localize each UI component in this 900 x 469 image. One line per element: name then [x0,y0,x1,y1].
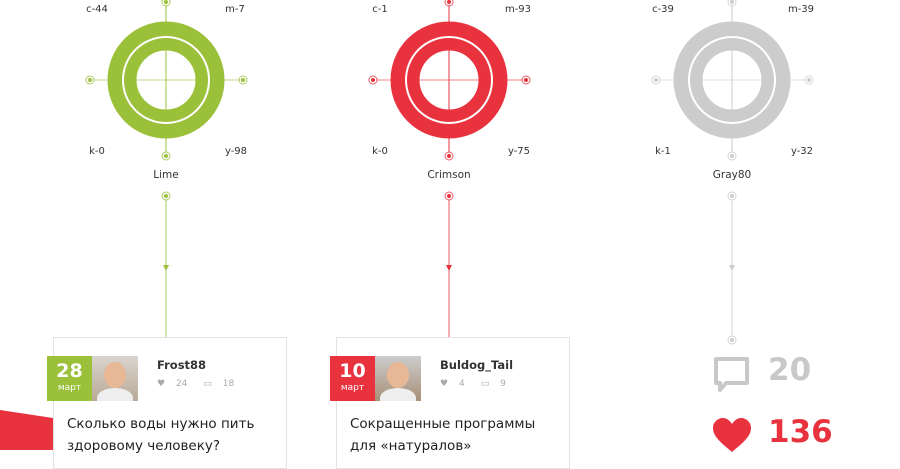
likes-stat: ♥ 4 [440,379,473,389]
cmyk-label-y: y-32 [790,146,814,157]
username[interactable]: Buldog_Tail [440,358,514,372]
node-dot [241,78,245,82]
cmyk-label-c: c-44 [86,4,108,15]
cmyk-label-m: m-93 [504,4,532,15]
post-card[interactable]: 28 март Frost88 ♥ 24 ▭ 18 Сколько воды ну… [47,337,287,469]
date-badge: 10 март [330,356,375,401]
cmyk-label-k: k-1 [655,146,671,157]
node-dot [164,194,168,198]
node-dot [447,194,451,198]
node-dot [807,78,811,82]
inner-ring-line [122,36,210,124]
total-comments: 20 [768,352,812,388]
date-month: март [340,383,365,393]
speech-bubble-icon [714,357,749,392]
comment-icon: ▭ [203,379,212,389]
comments-stat: ▭ 9 [481,379,514,389]
cmyk-label-c: c-39 [652,4,674,15]
post-card[interactable]: 10 март Buldog_Tail ♥ 4 ▭ 9 Сокращенные п… [330,337,570,469]
comments-stat: ▭ 18 [203,379,242,389]
cmyk-label-m: m-39 [787,4,815,15]
date-month: март [57,383,82,393]
cmyk-label-k: k-0 [372,146,388,157]
comments-count: 18 [222,379,235,389]
node-dot [730,338,734,342]
node-dot [730,194,734,198]
likes-stat: ♥ 24 [157,379,195,389]
color-swatch-diagram [0,0,814,450]
avatar[interactable] [92,356,138,401]
arrow-down-icon [163,265,169,271]
post-title[interactable]: Сколько воды нужно пить здоровому челове… [67,416,255,454]
cmyk-label-k: k-0 [89,146,105,157]
inner-ring-line [405,36,493,124]
heart-icon [713,418,751,452]
username[interactable]: Frost88 [157,358,207,372]
node-dot [371,78,375,82]
cmyk-label-y: y-98 [224,146,248,157]
node-dot [447,154,451,158]
cmyk-label-c: c-1 [372,4,388,15]
cmyk-label-y: y-75 [507,146,531,157]
date-day: 28 [56,360,83,382]
heart-icon: ♥ [157,379,166,389]
node-dot [730,154,734,158]
comment-icon: ▭ [480,379,490,389]
total-likes: 136 [768,414,833,450]
cmyk-label-m: m-7 [225,4,245,15]
node-dot [654,78,658,82]
post-title[interactable]: Сокращенные программы для «натуралов» [350,416,536,454]
node-dot [164,154,168,158]
arrow-down-icon [446,265,452,271]
heart-icon: ♥ [440,379,449,389]
date-day: 10 [339,360,366,382]
comments-count: 9 [500,379,506,389]
node-dot [730,0,734,4]
node-dot [164,0,168,4]
date-badge: 28 март [47,356,92,401]
arrow-down-icon [729,265,735,271]
avatar[interactable] [375,356,421,401]
inner-ring-line [688,36,776,124]
color-name: Crimson [427,169,471,181]
color-name: Gray80 [712,169,752,181]
node-dot [447,0,451,4]
node-dot [88,78,92,82]
decorative-red-shape [0,410,53,450]
color-name: Lime [153,169,179,181]
likes-count: 4 [458,379,465,389]
likes-count: 24 [175,379,188,389]
node-dot [524,78,528,82]
